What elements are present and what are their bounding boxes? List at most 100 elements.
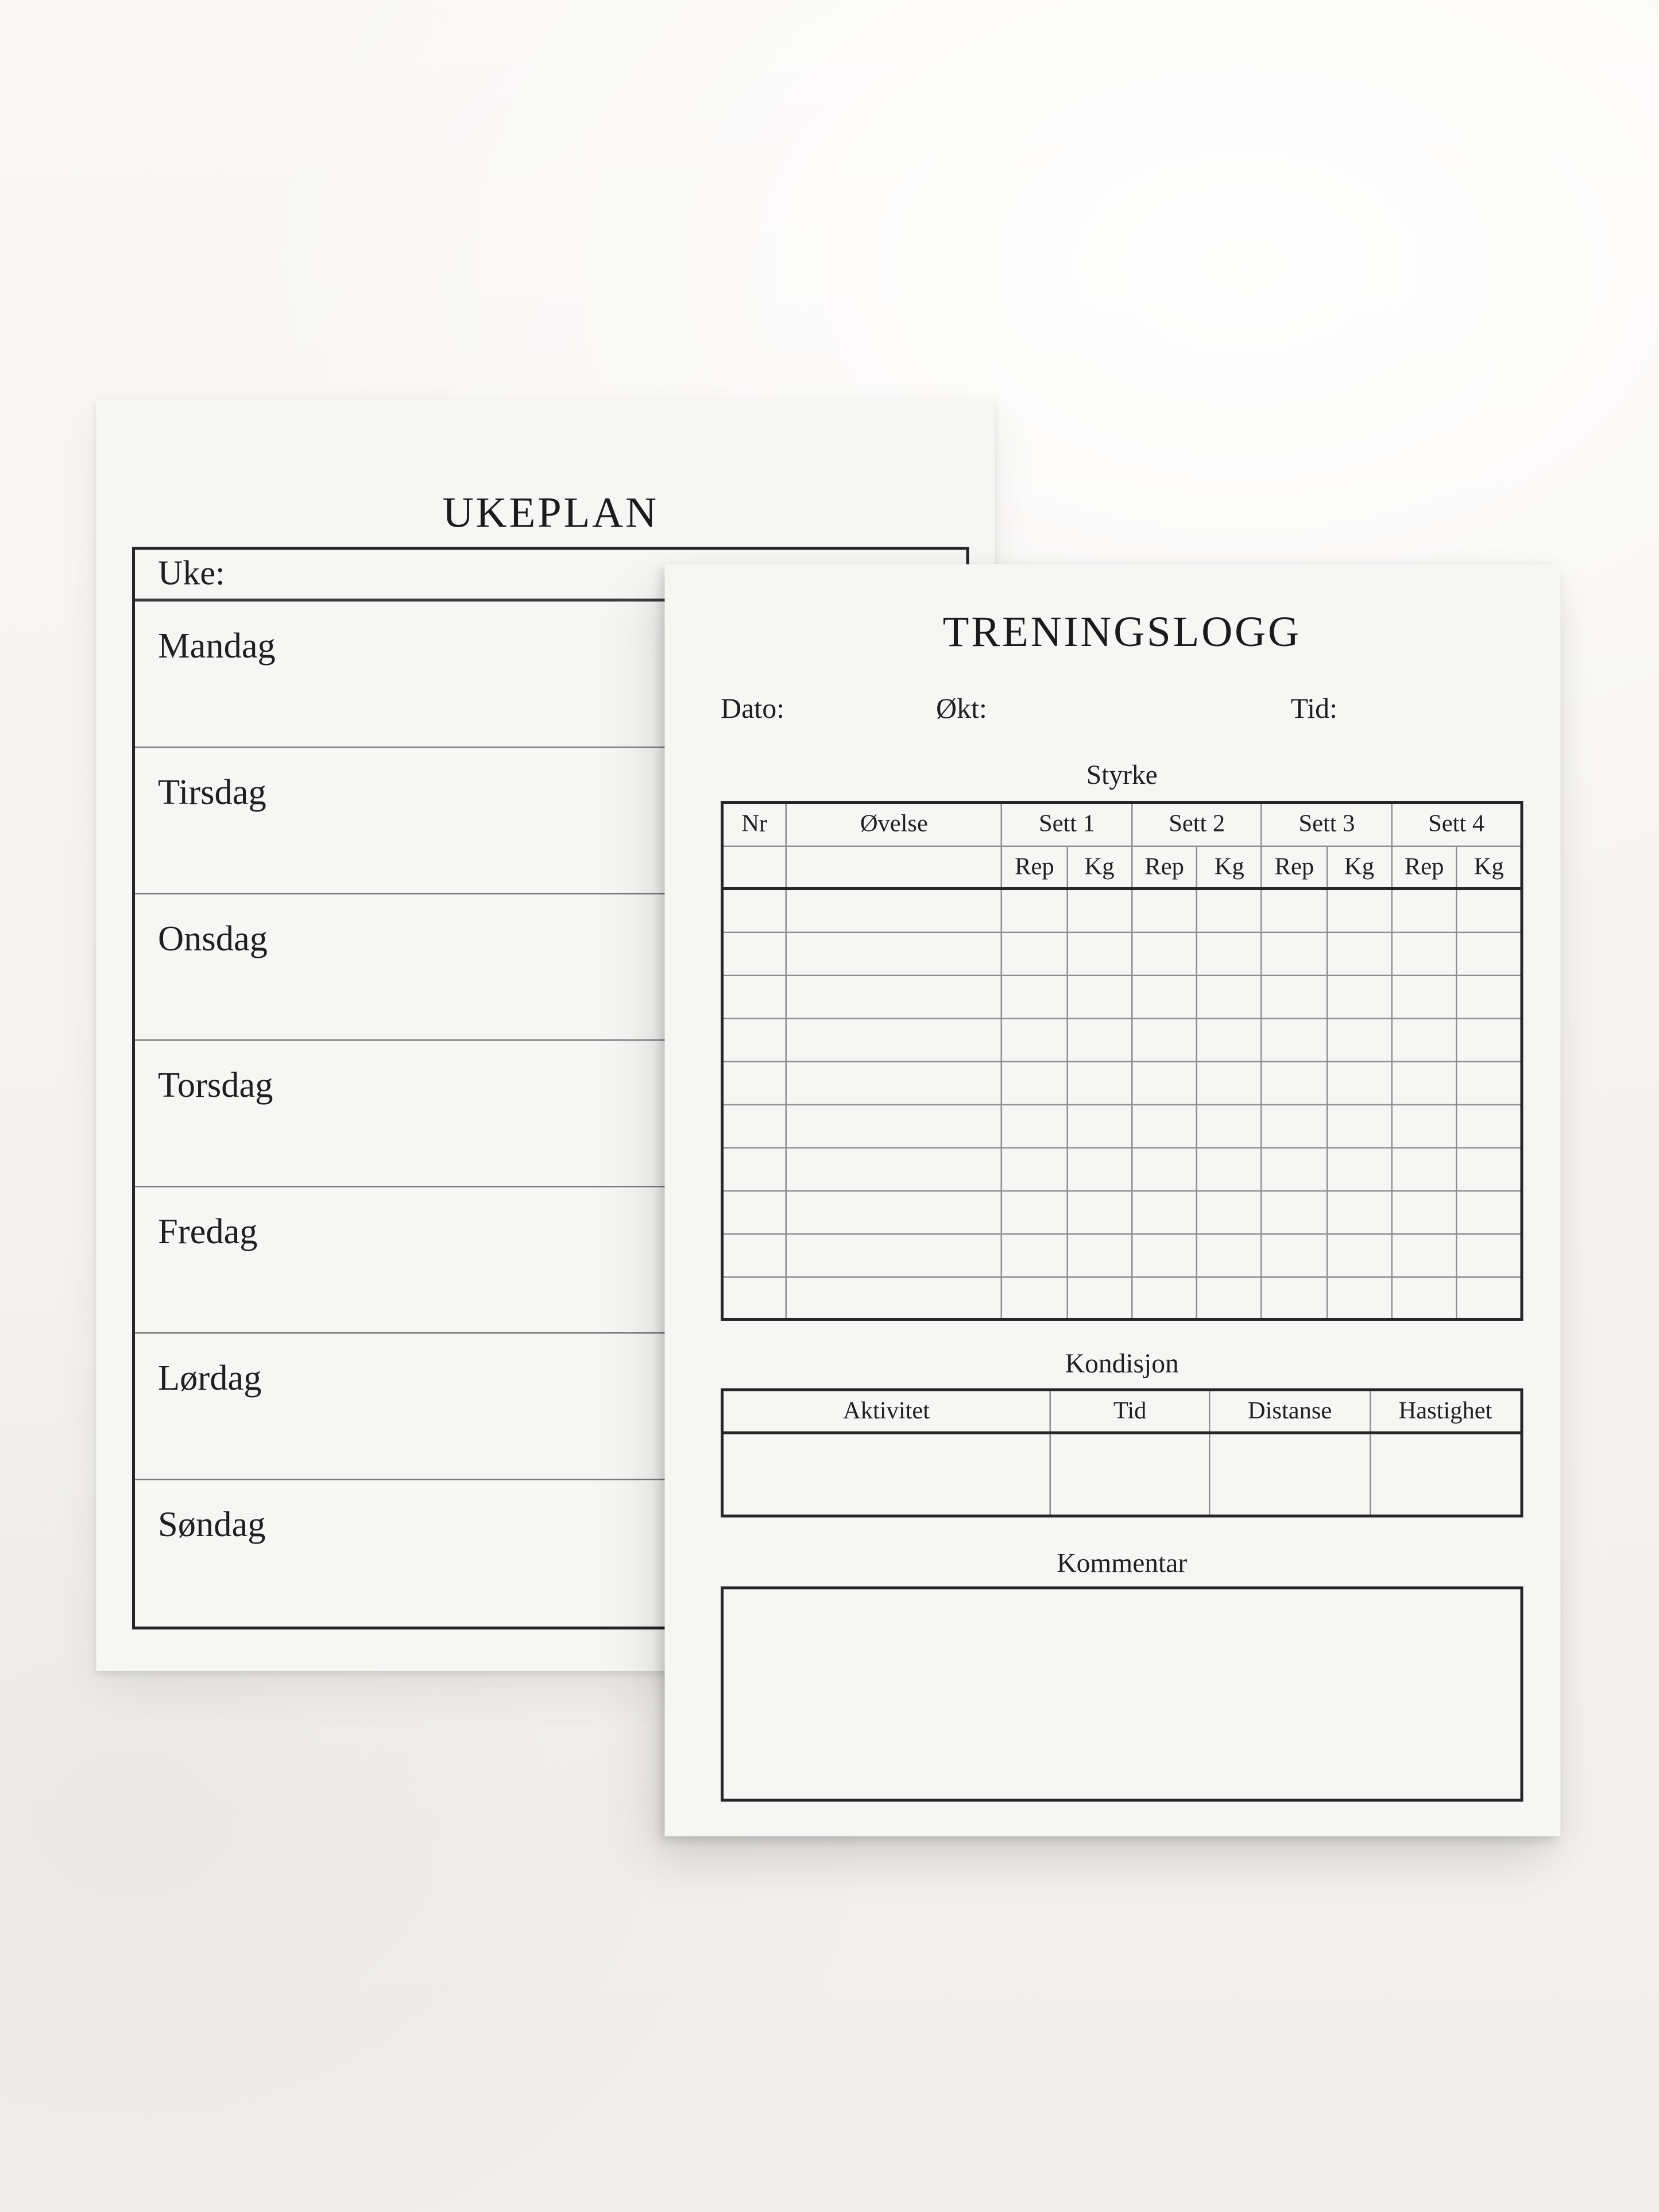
strength-entry-cell <box>1001 1189 1068 1234</box>
strength-entry-cell <box>1196 931 1263 976</box>
strength-entry-row <box>721 1146 1523 1191</box>
strength-entry-cell <box>1131 974 1198 1019</box>
strength-entry-cell <box>1066 888 1133 933</box>
comment-heading: Kommentar <box>1057 1549 1188 1580</box>
cardio-entry-cell <box>1369 1432 1523 1517</box>
strength-entry-cell <box>1456 1275 1523 1320</box>
strength-entry-cell <box>785 931 1003 976</box>
strength-entry-row <box>721 1189 1523 1234</box>
strength-entry-cell <box>1196 1146 1263 1191</box>
strength-entry-cell <box>1066 1275 1133 1320</box>
strength-entry-cell <box>1196 974 1263 1019</box>
strength-entry-cell <box>1001 974 1068 1019</box>
strength-entry-cell <box>1001 1103 1068 1148</box>
strength-entry-cell <box>1131 888 1198 933</box>
strength-entry-cell <box>1326 1103 1393 1148</box>
day-row-sunday: Søndag <box>135 1480 966 1627</box>
strength-entry-cell <box>1391 1017 1457 1062</box>
strength-entry-cell <box>721 1060 787 1105</box>
strength-entry-cell <box>1066 1017 1133 1062</box>
strength-entry-cell <box>1066 1060 1133 1105</box>
strength-entry-cell <box>1001 1017 1068 1062</box>
session-meta-row: Dato: Økt: Tid: <box>721 694 1523 731</box>
cardio-table: Aktivitet Tid Distanse Hastighet <box>721 1388 1523 1518</box>
strength-col-set-1: Sett 1 <box>1001 802 1133 846</box>
day-label: Fredag <box>158 1213 258 1252</box>
strength-entry-cell <box>1131 1103 1198 1148</box>
strength-entry-cell <box>1131 1017 1198 1062</box>
day-label: Tirsdag <box>158 774 266 813</box>
strength-entry-cell <box>1391 1232 1457 1277</box>
strength-entry-cell <box>1196 1232 1263 1277</box>
strength-entry-cell <box>1131 1189 1198 1234</box>
strength-entry-row <box>721 1275 1523 1320</box>
strength-entry-cell <box>785 1103 1003 1148</box>
strength-entry-cell <box>1326 888 1393 933</box>
strength-entry-cell <box>1131 1232 1198 1277</box>
strength-entry-cell <box>721 888 787 933</box>
strength-entry-row <box>721 1017 1523 1062</box>
strength-sub-kg-set-4: Kg <box>1456 845 1523 890</box>
strength-entry-cell <box>1261 1103 1328 1148</box>
day-row-monday: Mandag <box>135 602 966 748</box>
strength-entry-cell <box>721 1017 787 1062</box>
strength-entry-cell <box>1326 1146 1393 1191</box>
cardio-heading: Kondisjon <box>1065 1349 1179 1380</box>
strength-entry-row <box>721 931 1523 976</box>
strength-entry-cell <box>1261 1189 1328 1234</box>
strength-entry-cell <box>1261 1060 1328 1105</box>
strength-entry-cell <box>1066 974 1133 1019</box>
strength-sub-rep-set-3: Rep <box>1261 845 1328 890</box>
strength-entry-cell <box>721 974 787 1019</box>
strength-entry-cell <box>1001 1232 1068 1277</box>
strength-entry-cell <box>1326 974 1393 1019</box>
session-label: Økt: <box>936 693 987 725</box>
strength-entry-cell <box>1456 974 1523 1019</box>
strength-entry-cell <box>1391 1189 1457 1234</box>
strength-entry-cell <box>1391 1060 1457 1105</box>
treningslogg-title: TRENINGSLOGG <box>942 609 1301 656</box>
strength-subheader-row: Rep Kg Rep Kg Rep Kg Rep Kg <box>721 845 1523 890</box>
strength-col-exercise: Øvelse <box>785 802 1003 846</box>
strength-entry-cell <box>785 888 1003 933</box>
cardio-col-0: Aktivitet <box>721 1389 1051 1434</box>
week-label: Uke: <box>158 555 225 593</box>
treningslogg-sheet: TRENINGSLOGG Dato: Økt: Tid: Styrke Nr Øv… <box>664 564 1561 1836</box>
strength-entry-cell <box>1391 1275 1457 1320</box>
strength-entry-cell <box>785 1275 1003 1320</box>
day-label: Onsdag <box>158 920 268 960</box>
strength-entry-cell <box>1066 1146 1133 1191</box>
day-row-saturday: Lørdag <box>135 1334 966 1480</box>
strength-entry-cell <box>1456 1060 1523 1105</box>
time-label: Tid: <box>1290 693 1338 725</box>
strength-entry-cell <box>721 931 787 976</box>
strength-entry-cell <box>1066 931 1133 976</box>
strength-entry-cell <box>721 1189 787 1234</box>
strength-entry-row <box>721 1103 1523 1148</box>
strength-table: Nr Øvelse Sett 1 Sett 2 Sett 3 Sett 4 Rep Kg Rep… <box>721 801 1523 1321</box>
day-row-tuesday: Tirsdag <box>135 748 966 895</box>
strength-sub-kg-set-2: Kg <box>1196 845 1263 890</box>
day-label: Mandag <box>158 627 276 667</box>
cardio-entry-row <box>721 1432 1523 1517</box>
strength-entry-cell <box>1001 1060 1068 1105</box>
strength-sub-kg-set-3: Kg <box>1326 845 1393 890</box>
strength-entry-cell <box>1391 1103 1457 1148</box>
cardio-header-row: Aktivitet Tid Distanse Hastighet <box>721 1389 1523 1434</box>
strength-col-set-4: Sett 4 <box>1391 802 1523 846</box>
strength-entry-cell <box>1001 931 1068 976</box>
week-number-row: Uke: <box>135 550 966 602</box>
week-day-rows: Mandag Tirsdag Onsdag Torsdag Fredag Lørdag Sø… <box>135 602 966 1627</box>
strength-entry-cell <box>1391 974 1457 1019</box>
strength-entry-cell <box>1261 1232 1328 1277</box>
strength-entry-cell <box>1196 888 1263 933</box>
strength-entry-cell <box>1456 1146 1523 1191</box>
strength-entry-cell <box>1196 1060 1263 1105</box>
strength-entry-cell <box>785 1060 1003 1105</box>
day-label: Torsdag <box>158 1066 273 1106</box>
strength-entry-cell <box>1391 931 1457 976</box>
strength-header-row: Nr Øvelse Sett 1 Sett 2 Sett 3 Sett 4 <box>721 802 1523 846</box>
strength-subheader-blank <box>721 845 787 890</box>
day-row-wednesday: Onsdag <box>135 895 966 1041</box>
strength-entry-cell <box>1001 1146 1068 1191</box>
